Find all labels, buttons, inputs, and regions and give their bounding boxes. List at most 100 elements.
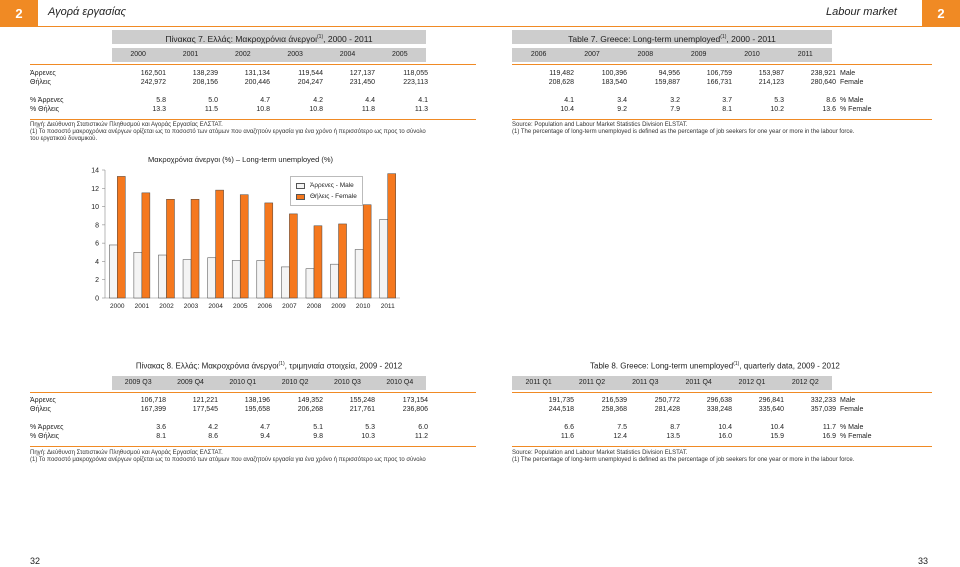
period-header: 2010 Q2 bbox=[281, 379, 309, 386]
table7-right-bottom-rule bbox=[512, 119, 932, 120]
table-cell: 11.2 bbox=[414, 433, 428, 440]
table-cell: 214,123 bbox=[758, 79, 784, 86]
row-label-en: % Male bbox=[840, 97, 864, 104]
table-cell: 131,134 bbox=[244, 70, 270, 77]
table7-right-header: 2006 2007 2008 2009 2010 2011 bbox=[512, 48, 832, 62]
table-cell: 338,248 bbox=[706, 406, 732, 413]
table-cell: 5.1 bbox=[313, 424, 323, 431]
year-header: 2002 bbox=[235, 51, 251, 58]
table-cell: 9.2 bbox=[617, 106, 627, 113]
year-header: 2009 bbox=[690, 51, 707, 58]
legend-label-male: Άρρενες - Male bbox=[310, 182, 354, 189]
table-cell: 200,446 bbox=[244, 79, 270, 86]
right-section-number: 2 bbox=[922, 0, 960, 27]
table8-note-gr: (1) Το ποσοστό μακροχρόνια ανέργων ορίζε… bbox=[30, 457, 426, 463]
row-label-en: % Female bbox=[840, 433, 872, 440]
table-cell: 258,368 bbox=[601, 406, 627, 413]
bar-female bbox=[215, 189, 224, 299]
table-cell: 9.4 bbox=[260, 433, 270, 440]
table-cell: 236,806 bbox=[402, 406, 428, 413]
table-cell: 5.8 bbox=[156, 97, 166, 104]
right-section-title: Labour market bbox=[826, 6, 897, 18]
period-header: 2010 Q1 bbox=[229, 379, 257, 386]
row-label-gr: % Άρρενες bbox=[30, 424, 64, 431]
y-tick-label: 4 bbox=[95, 259, 99, 266]
table-cell: 159,887 bbox=[654, 79, 680, 86]
table-cell: 118,055 bbox=[403, 70, 428, 77]
table-cell: 155,248 bbox=[349, 397, 375, 404]
y-tick-label: 12 bbox=[91, 186, 99, 193]
y-tick-label: 6 bbox=[95, 241, 99, 248]
table-cell: 7.9 bbox=[670, 106, 680, 113]
x-tick-label: 2004 bbox=[208, 303, 223, 310]
period-header: 2010 Q3 bbox=[334, 379, 361, 386]
row-label-en: Male bbox=[840, 397, 856, 404]
table8-source-gr: Πηγή: Διεύθυνση Στατιστικών Πληθυσμού κα… bbox=[30, 450, 223, 456]
year-header: 2004 bbox=[339, 51, 356, 58]
table-cell: 12.4 bbox=[613, 433, 627, 440]
table-cell: 280,640 bbox=[810, 79, 836, 86]
table-cell: 94,956 bbox=[658, 70, 680, 77]
left-section-title: Αγορά εργασίας bbox=[48, 6, 126, 18]
bar-male bbox=[231, 260, 241, 299]
table8-right-rule bbox=[512, 392, 932, 393]
x-tick-label: 2010 bbox=[356, 303, 371, 310]
table8-left-header: 2009 Q3 2009 Q4 2010 Q1 2010 Q2 2010 Q3 … bbox=[112, 376, 426, 390]
period-header: 2010 Q4 bbox=[386, 379, 414, 386]
legend-swatch-female bbox=[296, 193, 305, 200]
bar-female bbox=[190, 199, 200, 299]
table-cell: 208,156 bbox=[192, 79, 218, 86]
table-cell: 11.6 bbox=[560, 433, 574, 440]
table-cell: 231,450 bbox=[349, 79, 375, 86]
table-cell: 3.2 bbox=[670, 97, 680, 104]
table-cell: 3.7 bbox=[722, 97, 732, 104]
x-tick-label: 2011 bbox=[381, 303, 395, 310]
table-cell: 10.2 bbox=[770, 106, 784, 113]
period-header: 2011 Q1 bbox=[525, 379, 552, 386]
table-cell: 106,759 bbox=[706, 70, 732, 77]
bar-male bbox=[256, 260, 266, 299]
bar-female bbox=[264, 202, 274, 299]
bar-female bbox=[166, 199, 175, 299]
chart-legend: Άρρενες - Male Θήλεις - Female bbox=[290, 176, 363, 206]
bar-male bbox=[133, 252, 143, 299]
x-tick-label: 2009 bbox=[331, 303, 346, 310]
table-cell: 4.7 bbox=[260, 424, 270, 431]
table-cell: 8.6 bbox=[208, 433, 218, 440]
table-cell: 3.6 bbox=[156, 424, 166, 431]
year-header: 2003 bbox=[287, 51, 303, 58]
x-tick-label: 2002 bbox=[159, 303, 174, 310]
table8-title-gr: Πίνακας 8. Ελλάς: Μακροχρόνια άνεργοι(1)… bbox=[135, 361, 403, 371]
left-section-number: 2 bbox=[0, 0, 38, 27]
table7-source-gr: Πηγή: Διεύθυνση Στατιστικών Πληθυσμού κα… bbox=[30, 122, 223, 128]
table7-note-gr-1: (1) Το ποσοστό μακροχρόνια ανέργων ορίζε… bbox=[30, 129, 426, 135]
row-label-en: Female bbox=[840, 406, 864, 413]
x-tick-label: 2005 bbox=[233, 303, 248, 310]
table-cell: 10.4 bbox=[560, 106, 574, 113]
table-cell: 10.8 bbox=[309, 106, 323, 113]
legend-item-female: Θήλεις - Female bbox=[296, 191, 357, 202]
table-cell: 8.1 bbox=[156, 433, 166, 440]
table-cell: 6.6 bbox=[564, 424, 574, 431]
table7-left-rule bbox=[30, 64, 476, 65]
table-cell: 223,113 bbox=[403, 79, 428, 86]
table-cell: 100,396 bbox=[601, 70, 627, 77]
table-cell: 119,544 bbox=[298, 70, 323, 77]
table-cell: 6.0 bbox=[418, 424, 428, 431]
bar-male bbox=[182, 259, 192, 299]
bar-female bbox=[117, 176, 126, 299]
row-label-en: % Female bbox=[840, 106, 872, 113]
x-tick-label: 2006 bbox=[258, 303, 273, 310]
bar-male bbox=[305, 268, 315, 299]
table-cell: 13.5 bbox=[666, 433, 680, 440]
bar-female bbox=[289, 213, 298, 299]
bar-male bbox=[109, 244, 118, 299]
table-cell: 10.8 bbox=[256, 106, 270, 113]
y-tick-label: 2 bbox=[95, 277, 99, 284]
x-tick-label: 2000 bbox=[110, 303, 125, 310]
top-bar-underline bbox=[38, 26, 922, 27]
table-cell: 167,399 bbox=[140, 406, 166, 413]
row-label-gr: Άρρενες bbox=[30, 397, 56, 404]
long-term-unemployed-chart: 0 2 4 6 8 10 12 14 2000 2001 2002 2003 2004 2005 2006 2… bbox=[91, 168, 400, 310]
bar-female bbox=[239, 194, 249, 299]
